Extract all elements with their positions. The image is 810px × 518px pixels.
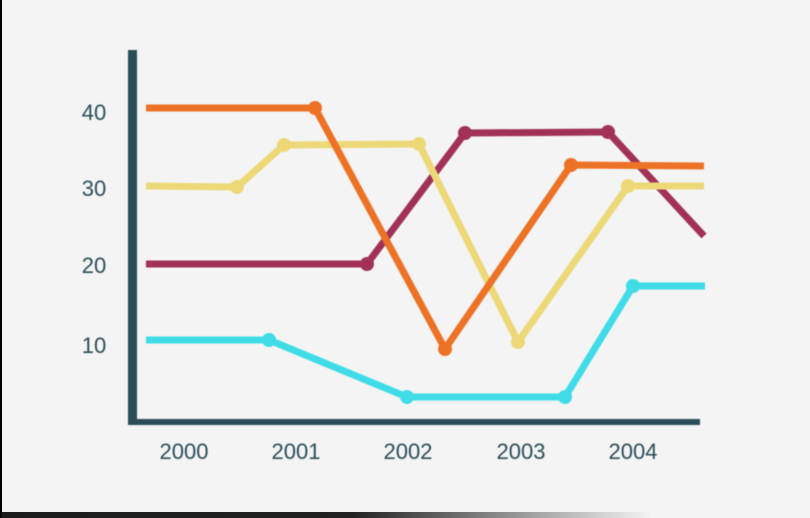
x-tick-label-2001: 2001 xyxy=(271,439,321,464)
series-dot-cyan-3 xyxy=(558,390,572,404)
y-tick-label-30: 30 xyxy=(81,176,107,201)
series-dot-orange-1 xyxy=(308,101,322,115)
x-axis-line xyxy=(128,419,700,425)
series-line-cyan xyxy=(146,282,705,401)
y-axis-line xyxy=(128,50,137,425)
series-dot-yellow-3 xyxy=(412,137,426,151)
x-tick-label-2003: 2003 xyxy=(496,439,546,464)
series-group xyxy=(145,101,707,404)
screen-bottom-edge-artifact xyxy=(0,512,700,518)
series-dot-orange-2 xyxy=(438,342,452,356)
series-dot-yellow-4 xyxy=(511,335,525,349)
series-dot-maroon-3 xyxy=(601,125,615,139)
series-dot-cyan-4 xyxy=(626,279,640,293)
series-dot-maroon-1 xyxy=(360,257,374,271)
y-tick-label-10: 10 xyxy=(81,333,107,358)
series-dot-orange-3 xyxy=(564,158,578,172)
series-dot-maroon-2 xyxy=(458,126,472,140)
y-tick-label-20: 20 xyxy=(81,253,107,278)
x-tick-label-2002: 2002 xyxy=(383,439,433,464)
axis-group xyxy=(128,50,700,425)
series-dot-yellow-5 xyxy=(621,179,635,193)
series-dot-cyan-2 xyxy=(400,390,414,404)
series-dot-cyan-1 xyxy=(262,333,276,347)
screen-left-edge-artifact xyxy=(0,0,2,518)
x-tick-label-2000: 2000 xyxy=(159,439,209,464)
series-dot-yellow-1 xyxy=(230,180,244,194)
x-tick-label-2004: 2004 xyxy=(608,439,658,464)
series-dot-yellow-2 xyxy=(277,138,291,152)
y-tick-label-40: 40 xyxy=(81,100,107,125)
